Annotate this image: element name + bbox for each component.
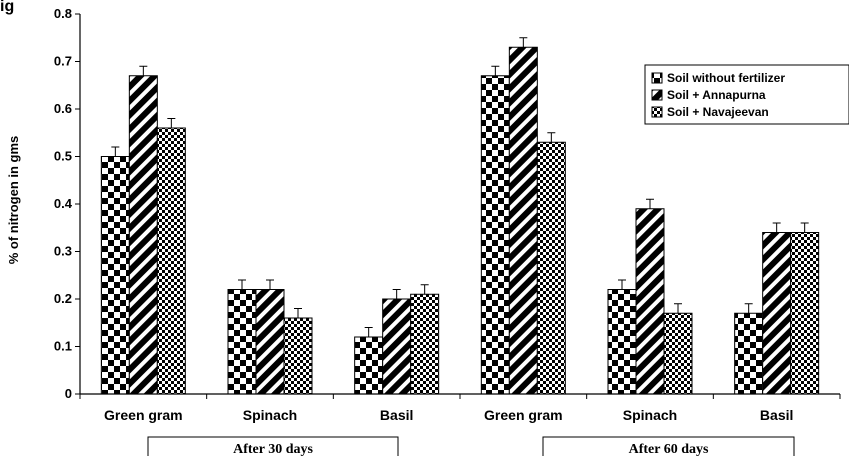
bar: [382, 298, 412, 395]
bar: [536, 141, 566, 395]
y-tick-label: 0.7: [54, 54, 72, 69]
y-tick-label: 0.6: [54, 101, 72, 116]
y-tick-label: 0.1: [54, 339, 72, 354]
bar: [227, 289, 257, 395]
bar: [607, 289, 637, 395]
y-tick-label: 0.3: [54, 244, 72, 259]
bar: [156, 127, 186, 395]
group-box: [542, 436, 795, 456]
y-tick-label: 0.8: [54, 6, 72, 21]
error-bars: [111, 37, 809, 337]
bar: [128, 75, 158, 395]
category-label: Green gram: [484, 407, 563, 423]
legend-swatch: [651, 106, 663, 118]
category-label: Spinach: [623, 407, 677, 423]
y-tick-label: 0.4: [54, 196, 73, 211]
category-label: Basil: [760, 407, 793, 423]
group-label: After 60 days: [629, 442, 709, 456]
y-tick-label: 0: [65, 386, 72, 401]
category-label: Basil: [380, 407, 413, 423]
y-axis-label: % of nitrogen in gms: [6, 136, 21, 265]
bar: [255, 289, 285, 395]
bar: [663, 312, 693, 395]
legend-swatch: [651, 89, 663, 101]
bars: [100, 46, 820, 395]
bar: [283, 317, 313, 395]
bar: [354, 336, 384, 395]
legend-label: Soil without fertilizer: [667, 71, 785, 85]
bar: [734, 312, 764, 395]
axes: [79, 14, 841, 399]
chart-title: ig: [0, 0, 14, 15]
bar: [635, 208, 665, 395]
legend-label: Soil + Navajeevan: [667, 105, 769, 119]
legend-box: [644, 64, 849, 125]
category-labels: Green gram Spinach Basil Green gram Spinach B…: [104, 407, 793, 423]
y-tick-label: 0.5: [54, 149, 72, 164]
bar: [410, 293, 440, 395]
bar: [790, 232, 820, 395]
category-label: Green gram: [104, 407, 183, 423]
group-boxes: After 30 days After 60 days: [147, 436, 795, 456]
y-axis-ticks: 0 0.1 0.2 0.3 0.4 0.5 0.6 0.7 0.8: [54, 6, 80, 401]
y-tick-label: 0.2: [54, 291, 72, 306]
group-box: [147, 436, 399, 456]
legend: Soil without fertilizer Soil + Annapurna S…: [644, 64, 849, 125]
bar: [480, 75, 510, 395]
legend-label: Soil + Annapurna: [667, 88, 766, 102]
bar: [100, 156, 130, 395]
bar: [762, 232, 792, 395]
category-label: Spinach: [243, 407, 297, 423]
bar: [508, 46, 538, 395]
group-label: After 30 days: [233, 442, 313, 456]
legend-swatch: [651, 72, 663, 84]
